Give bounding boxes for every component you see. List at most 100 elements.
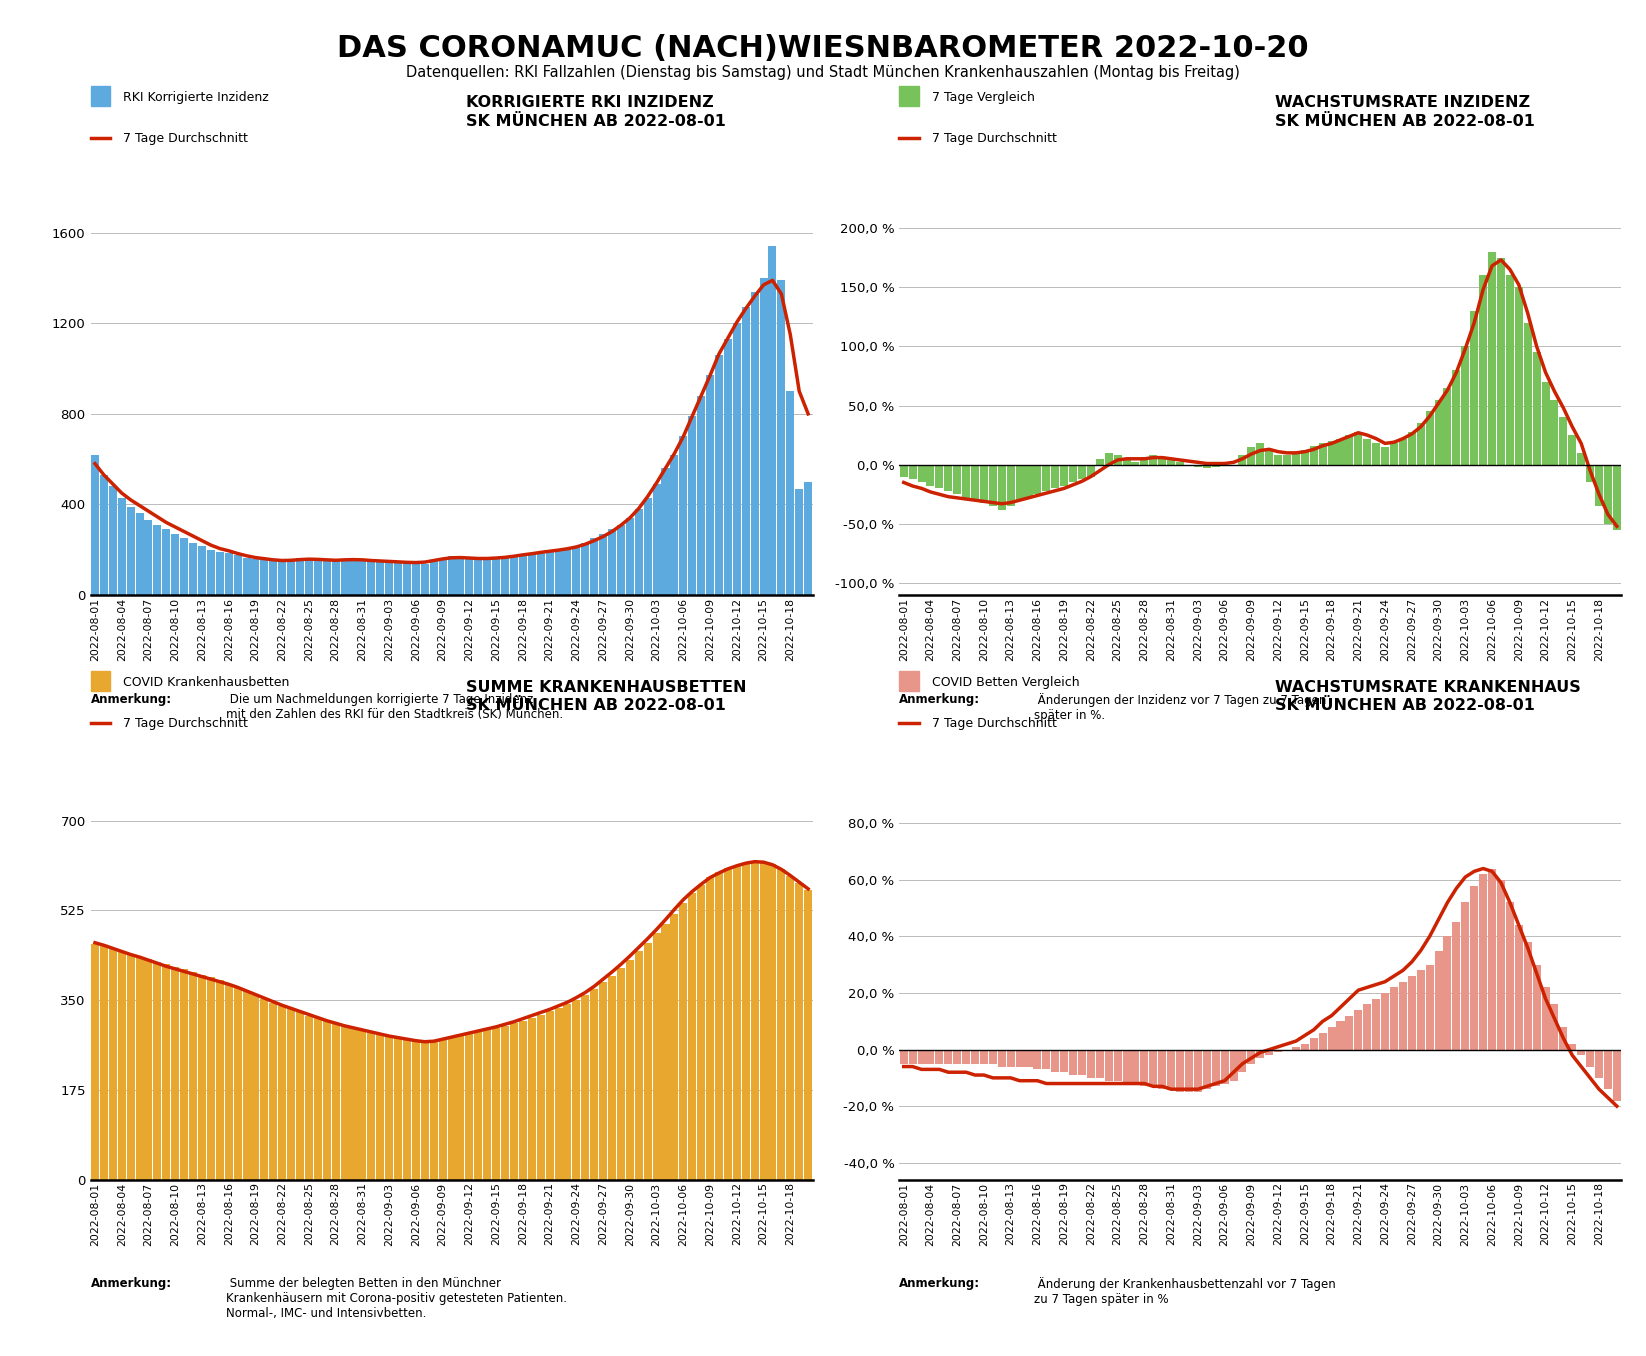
Bar <box>145 521 153 595</box>
Bar <box>492 1028 500 1180</box>
Bar <box>1007 465 1014 506</box>
Bar <box>581 995 589 1180</box>
Bar <box>341 559 349 595</box>
Bar <box>252 559 260 595</box>
Bar <box>1131 1050 1139 1083</box>
Bar <box>555 1008 563 1180</box>
Bar <box>1435 400 1442 465</box>
Bar <box>1016 465 1024 500</box>
Bar <box>1068 1050 1076 1075</box>
Bar <box>109 949 117 1180</box>
Bar <box>1407 431 1416 465</box>
Bar <box>1480 875 1486 1050</box>
Bar <box>466 559 474 595</box>
Bar <box>198 975 206 1180</box>
Bar <box>1452 370 1460 465</box>
Bar <box>545 551 553 595</box>
Bar <box>242 557 250 595</box>
Bar <box>1193 465 1202 466</box>
Bar <box>662 925 670 1180</box>
Bar <box>724 339 732 595</box>
Bar <box>1345 1016 1353 1050</box>
Text: WACHSTUMSRATE INZIDENZ
SK MÜNCHEN AB 2022-08-01: WACHSTUMSRATE INZIDENZ SK MÜNCHEN AB 202… <box>1274 95 1534 129</box>
Bar <box>997 465 1006 510</box>
Text: Änderungen der Inzidenz vor 7 Tagen zu 7 Tagen
später in %.: Änderungen der Inzidenz vor 7 Tagen zu 7… <box>1034 693 1327 721</box>
Text: 7 Tage Durchschnitt: 7 Tage Durchschnitt <box>932 716 1057 730</box>
Text: SUMME KRANKENHAUSBETTEN
SK MÜNCHEN AB 2022-08-01: SUMME KRANKENHAUSBETTEN SK MÜNCHEN AB 20… <box>466 679 747 713</box>
Bar <box>260 999 268 1180</box>
Bar <box>607 529 616 595</box>
Bar <box>900 1050 907 1063</box>
Bar <box>1104 453 1113 465</box>
Bar <box>1248 447 1256 465</box>
Bar <box>393 1037 402 1180</box>
Bar <box>1389 987 1397 1050</box>
Bar <box>581 542 589 595</box>
Bar <box>714 355 723 595</box>
Bar <box>1078 465 1086 479</box>
Bar <box>377 1035 384 1180</box>
Bar <box>1052 465 1060 488</box>
Bar <box>278 563 286 595</box>
Bar <box>1068 465 1076 483</box>
Bar <box>769 247 777 595</box>
Bar <box>680 903 688 1180</box>
Bar <box>349 559 357 595</box>
Bar <box>1587 1050 1593 1067</box>
Bar <box>1175 1050 1183 1092</box>
Text: COVID Krankenhausbetten: COVID Krankenhausbetten <box>123 677 290 689</box>
Bar <box>1328 1026 1335 1050</box>
Bar <box>1524 942 1532 1050</box>
Text: Die um Nachmeldungen korrigierte 7 Tage Inzidenz
mit den Zahlen des RKI für den : Die um Nachmeldungen korrigierte 7 Tage … <box>226 693 563 720</box>
Bar <box>1551 400 1559 465</box>
Bar <box>563 549 571 595</box>
Bar <box>1007 1050 1014 1067</box>
Bar <box>573 546 581 595</box>
Bar <box>1096 1050 1104 1078</box>
Bar <box>1417 971 1425 1050</box>
Bar <box>1104 1050 1113 1081</box>
Bar <box>1238 1050 1246 1073</box>
Bar <box>341 1026 349 1180</box>
Bar <box>1373 443 1381 465</box>
Bar <box>591 989 597 1180</box>
Bar <box>670 914 678 1180</box>
Bar <box>617 968 625 1180</box>
Bar <box>652 933 660 1180</box>
Bar <box>1587 465 1593 483</box>
Bar <box>1256 443 1264 465</box>
Bar <box>787 392 795 595</box>
Bar <box>510 1024 518 1180</box>
Bar <box>1337 1021 1345 1050</box>
Bar <box>1337 438 1345 465</box>
Bar <box>573 1001 581 1180</box>
Bar <box>1221 1050 1228 1083</box>
Bar <box>1060 465 1068 485</box>
Bar <box>500 556 509 595</box>
Bar <box>474 559 482 595</box>
Bar <box>805 890 811 1180</box>
Text: COVID Betten Vergleich: COVID Betten Vergleich <box>932 677 1080 689</box>
Bar <box>163 964 170 1180</box>
Text: Anmerkung:: Anmerkung: <box>899 693 981 705</box>
Bar <box>305 559 313 595</box>
Bar <box>989 465 997 506</box>
Bar <box>1542 382 1549 465</box>
Bar <box>286 1009 295 1180</box>
Bar <box>438 1040 446 1180</box>
Bar <box>563 1005 571 1180</box>
Bar <box>945 465 953 491</box>
Bar <box>953 465 961 495</box>
Bar <box>909 465 917 479</box>
Bar <box>1114 456 1121 465</box>
Bar <box>528 553 537 595</box>
Text: 7 Tage Durchschnitt: 7 Tage Durchschnitt <box>932 132 1057 145</box>
Bar <box>1532 353 1541 465</box>
Bar <box>385 1036 393 1180</box>
Bar <box>216 552 224 595</box>
Bar <box>644 942 652 1180</box>
Bar <box>1559 1026 1567 1050</box>
Bar <box>1399 438 1407 465</box>
Bar <box>759 861 767 1180</box>
Bar <box>635 508 644 595</box>
